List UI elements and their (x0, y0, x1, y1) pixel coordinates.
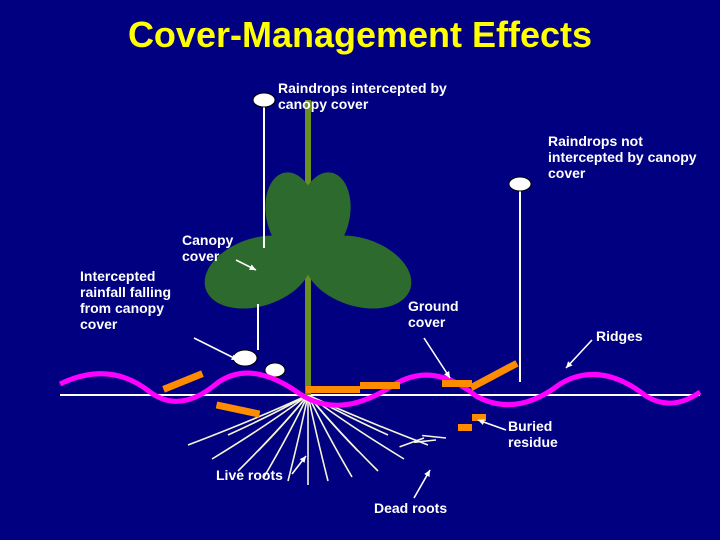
label-raindrops-intercepted: Raindrops intercepted by canopy cover (278, 80, 478, 112)
label-canopy-cover: Canopy cover (182, 232, 252, 264)
label-buried-residue: Buried residue (508, 418, 588, 450)
label-raindrops-not: Raindrops not intercepted by canopy cove… (548, 133, 708, 181)
diagram-stage: Cover-Management Effects Raindrops inter… (0, 0, 720, 540)
label-intercepted-falling: Intercepted rainfall falling from canopy… (80, 268, 200, 332)
label-ridges: Ridges (596, 328, 676, 344)
label-dead-roots: Dead roots (374, 500, 474, 516)
label-live-roots: Live roots (216, 467, 306, 483)
page-title: Cover-Management Effects (0, 14, 720, 55)
label-ground-cover: Ground cover (408, 298, 488, 330)
